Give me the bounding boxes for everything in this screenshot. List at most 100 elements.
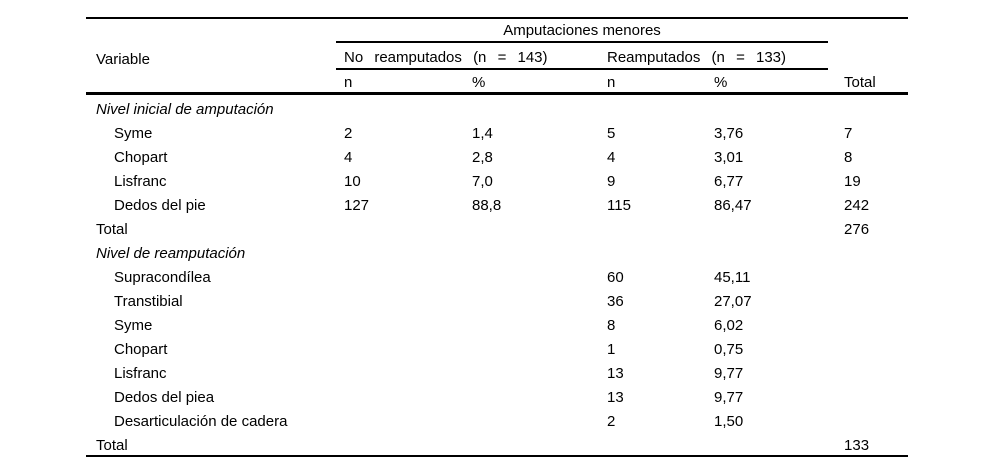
row-label: Chopart xyxy=(114,149,168,166)
table-row: Dedos del pie 127 88,8 115 86,47 242 xyxy=(86,191,908,215)
col-header-n1: n xyxy=(336,69,464,95)
cell-pct1: 88,8 xyxy=(472,197,502,214)
group-header-reamputados: Reamputados (n = 133) xyxy=(599,42,829,70)
cell-total xyxy=(828,239,908,263)
empty-cell xyxy=(828,42,908,69)
cell-n2: 1 xyxy=(607,341,616,358)
total-header: Total xyxy=(828,69,909,95)
cell-n1 xyxy=(336,383,464,407)
col-header-n2: n xyxy=(599,69,706,95)
cell-total: 133 xyxy=(844,437,870,454)
row-label: Supracondílea xyxy=(114,269,211,286)
header-group-row: Variable No reamputados (n = 143) Reampu… xyxy=(86,42,908,70)
row-label: Total xyxy=(96,437,128,454)
table-row: Total 133 xyxy=(86,431,908,456)
table-row: Nivel de reamputación xyxy=(86,239,908,263)
cell-n2: 13 xyxy=(607,365,624,382)
cell-pct2 xyxy=(706,431,828,456)
cell-n1: 10 xyxy=(344,173,361,190)
table-body: Nivel inicial de amputación Syme 2 1,4 5… xyxy=(86,94,908,457)
cell-n1 xyxy=(336,287,464,311)
cell-n2: 5 xyxy=(607,125,616,142)
row-label: Total xyxy=(96,221,128,238)
cell-n2: 9 xyxy=(607,173,616,190)
cell-pct1 xyxy=(464,215,599,239)
cell-pct1: 1,4 xyxy=(472,125,493,142)
cell-n1 xyxy=(336,94,464,120)
row-label: Nivel de reamputación xyxy=(96,245,246,262)
cell-pct1: 7,0 xyxy=(472,173,493,190)
cell-total xyxy=(828,94,908,120)
cell-pct1 xyxy=(464,407,599,431)
table-row: Syme 2 1,4 5 3,76 7 xyxy=(86,119,908,143)
empty-cell xyxy=(86,18,336,42)
cell-pct1 xyxy=(464,431,599,456)
table-row: Syme 8 6,02 xyxy=(86,311,908,335)
header-span-row: Amputaciones menores xyxy=(86,18,908,43)
row-label: Lisfranc xyxy=(114,173,167,190)
cell-pct1 xyxy=(464,287,599,311)
amputations-table: Amputaciones menores Variable No reamput… xyxy=(86,17,909,457)
cell-n1 xyxy=(336,311,464,335)
cell-n2 xyxy=(599,431,706,456)
cell-pct2: 6,77 xyxy=(714,173,744,190)
cell-n1 xyxy=(336,431,464,456)
row-label: Chopart xyxy=(114,341,168,358)
table-row: Total 276 xyxy=(86,215,908,239)
cell-pct2: 86,47 xyxy=(714,197,752,214)
cell-pct2: 6,02 xyxy=(714,317,744,334)
row-label: Transtibial xyxy=(114,293,183,310)
cell-pct1: 2,8 xyxy=(472,149,493,166)
cell-total: 8 xyxy=(844,149,853,166)
cell-total xyxy=(828,359,908,383)
cell-pct2 xyxy=(706,94,828,120)
cell-total: 19 xyxy=(844,173,861,190)
cell-n1: 2 xyxy=(344,125,353,142)
cell-n1 xyxy=(336,335,464,359)
row-label: Syme xyxy=(114,125,153,142)
empty-cell xyxy=(828,18,908,42)
cell-total xyxy=(828,287,908,311)
cell-pct2: 3,76 xyxy=(714,125,744,142)
cell-total xyxy=(828,335,908,359)
row-label: Nivel inicial de amputación xyxy=(96,101,274,118)
row-label: Dedos del piea xyxy=(114,389,215,406)
table-row: Supracondílea 60 45,11 xyxy=(86,263,908,287)
cell-pct1 xyxy=(464,239,599,263)
table-row: Lisfranc 10 7,0 9 6,77 19 xyxy=(86,167,908,191)
cell-pct2 xyxy=(706,215,828,239)
cell-total xyxy=(828,407,908,431)
cell-pct1 xyxy=(464,263,599,287)
row-label: Desarticulación de cadera xyxy=(114,413,288,430)
cell-total xyxy=(828,263,908,287)
table-row: Dedos del piea 13 9,77 xyxy=(86,383,908,407)
cell-pct1 xyxy=(464,335,599,359)
cell-pct1 xyxy=(464,94,599,120)
table-row: Desarticulación de cadera 2 1,50 xyxy=(86,407,908,431)
row-label: Syme xyxy=(114,317,153,334)
cell-n2: 36 xyxy=(607,293,624,310)
table-row: Chopart 4 2,8 4 3,01 8 xyxy=(86,143,908,167)
header-cols-row: n % n % Total xyxy=(86,69,909,95)
cell-total: 7 xyxy=(844,125,853,142)
cell-pct2: 27,07 xyxy=(714,293,752,310)
row-label: Lisfranc xyxy=(114,365,167,382)
cell-n1: 127 xyxy=(344,197,370,214)
cell-pct2: 0,75 xyxy=(714,341,744,358)
row-label: Dedos del pie xyxy=(114,197,206,214)
cell-n2: 13 xyxy=(607,389,624,406)
empty-cell xyxy=(86,69,336,95)
cell-pct2: 9,77 xyxy=(714,389,744,406)
table-row: Nivel inicial de amputación xyxy=(86,94,908,120)
cell-n2 xyxy=(599,94,706,120)
cell-total: 276 xyxy=(844,221,870,238)
cell-n1 xyxy=(336,215,464,239)
cell-pct1 xyxy=(464,359,599,383)
cell-n2 xyxy=(599,215,706,239)
variable-header: Variable xyxy=(96,51,150,68)
cell-pct2: 9,77 xyxy=(714,365,744,382)
cell-pct2 xyxy=(706,239,828,263)
cell-n1 xyxy=(336,407,464,431)
cell-n1 xyxy=(336,239,464,263)
amputations-table-container: Amputaciones menores Variable No reamput… xyxy=(86,17,909,457)
